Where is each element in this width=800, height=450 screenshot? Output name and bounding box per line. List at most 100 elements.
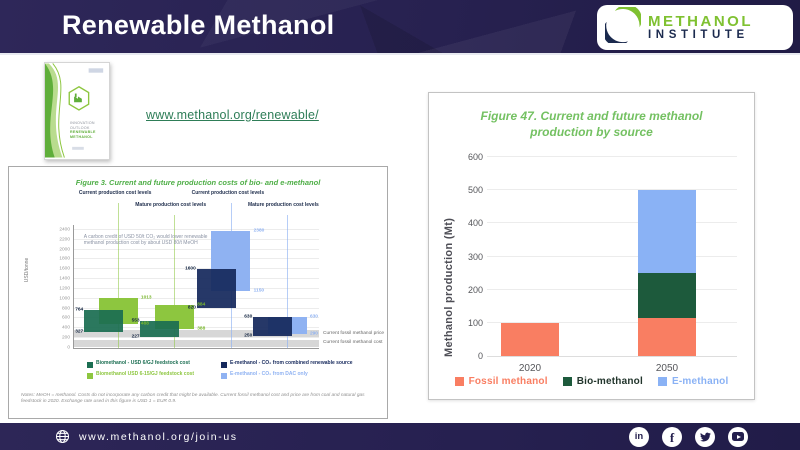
y-tick-label: 500 (467, 185, 483, 196)
report-cover-line1: INNOVATION OUTLOOK (70, 121, 95, 130)
bar-value-label: 290 (309, 331, 318, 337)
y-tick-label: 2000 (59, 247, 70, 253)
y-tick-label: 1800 (59, 256, 70, 262)
legend-item: E-methanol - CO₂ from DAC only (221, 371, 373, 379)
guide-line (287, 215, 289, 348)
gridline (74, 317, 319, 319)
legend-swatch (221, 373, 227, 379)
legend-swatch (87, 373, 93, 379)
figure47-panel: Figure 47. Current and future methanol p… (428, 92, 755, 400)
y-tick-label: 600 (61, 315, 70, 321)
group-header: Mature production cost levels (247, 202, 319, 208)
gridline (74, 238, 319, 240)
globe-icon (55, 429, 70, 444)
twitter-glyph (700, 432, 711, 441)
figure3-title: Figure 3. Current and future production … (75, 178, 321, 187)
figure47-title: Figure 47. Current and future methanol p… (480, 109, 703, 139)
bar-value-label: 327 (75, 329, 84, 335)
bar-value-label: 820 (187, 305, 196, 311)
gridline (487, 288, 737, 290)
logo-line-methanol: METHANOL (648, 12, 753, 30)
gridline (487, 255, 737, 257)
bar-segment-e-methanol (638, 190, 696, 274)
y-tick-label: 800 (61, 306, 70, 312)
x-category-label: 2020 (518, 363, 542, 374)
y-tick-label: 1200 (59, 286, 70, 292)
legend-swatch (87, 362, 93, 368)
range-bar-biomethanol-usd-6-gj-feedstock-cost (83, 310, 123, 332)
y-tick-label: 200 (467, 284, 483, 295)
bar-value-label: 630 (309, 314, 318, 320)
renewable-page-link[interactable]: www.methanol.org/renewable/ (146, 108, 319, 122)
linkedin-icon[interactable]: in (629, 426, 649, 447)
gridline (74, 307, 319, 309)
bar-value-label: 884 (197, 302, 206, 307)
y-tick-label: 0 (67, 345, 70, 351)
y-tick-label: 400 (467, 218, 483, 229)
y-tick-label: 1600 (59, 266, 70, 272)
range-bar-e-methanol-co-from-combined-renewable-source (252, 317, 293, 336)
gridline (487, 189, 737, 191)
legend-label: E-methanol - CO₂ from DAC only (230, 371, 308, 377)
legend-label: Biomethanol - USD 6/GJ feedstock cost (96, 360, 190, 366)
y-tick-label: 300 (467, 251, 483, 262)
bar-value-label: 553 (131, 318, 140, 324)
figure3-chart-area: 0 200 400 600 800 1000 1200 1400 1600 1800 2000 220… (59, 190, 384, 350)
gridline (74, 268, 319, 270)
figure47-legend: Fossil methanol Bio-methanol E-methanol (429, 376, 754, 387)
gridline (74, 327, 319, 329)
figure3-notes: Notes: MeOH = methanol. Costs do not inc… (21, 393, 365, 405)
facebook-glyph: f (669, 429, 675, 445)
legend-label: Biomethanol USD 6-15/GJ feedstock cost (96, 371, 195, 377)
facebook-icon[interactable]: f (662, 426, 682, 447)
y-tick-label: 400 (61, 325, 70, 331)
legend-item: Fossil methanol (454, 376, 548, 387)
bar-value-label: 250 (244, 333, 253, 339)
methanol-institute-logo: METHANOL INSTITUTE (597, 4, 793, 50)
legend-item: E-methanol (657, 376, 728, 387)
guide-line (174, 215, 176, 348)
gridline (487, 321, 737, 323)
gridline (487, 156, 737, 157)
legend-item: Biomethanol - USD 6/GJ feedstock cost (87, 360, 209, 368)
bar-segment-fossil-methanol (638, 317, 696, 356)
gridline (74, 258, 319, 260)
group-header: Current production cost levels (191, 190, 265, 196)
bar-segment-fossil-methanol (501, 322, 559, 356)
legend-item: E-methanol - CO₂ from combined renewable… (221, 360, 373, 368)
youtube-glyph (732, 432, 744, 441)
y-tick-label: 2400 (59, 227, 70, 233)
fossil-band (74, 329, 319, 338)
bar-value-label: 630 (244, 314, 253, 320)
legend-label: Fossil methanol (468, 376, 548, 387)
y-tick-label: 100 (467, 317, 483, 328)
fossil-band-label: Current fossil methanol cost (323, 340, 383, 346)
legend-swatch (657, 377, 667, 386)
y-tick-label: 600 (467, 152, 483, 162)
bar-value-label: 1600 (185, 266, 196, 272)
figure3-panel: Figure 3. Current and future production … (8, 166, 388, 419)
youtube-icon[interactable] (728, 426, 748, 447)
report-cover-line2: RENEWABLE METHANOL (70, 130, 96, 140)
bar-value-label: 2380 (253, 228, 265, 234)
legend-swatch (221, 362, 227, 368)
legend-swatch (454, 377, 464, 386)
y-tick-label: 1000 (59, 296, 70, 302)
group-header: Current production cost levels (78, 190, 152, 196)
legend-label: E-methanol - CO₂ from combined renewable… (230, 360, 353, 366)
carbon-credit-annotation: A carbon credit of USD 50/t CO₂ would lo… (83, 233, 208, 247)
gridline (74, 228, 319, 230)
bar-value-label: 388 (197, 326, 206, 332)
group-header: Mature production cost levels (135, 202, 207, 208)
bar-segment-bio-methanol (638, 273, 696, 318)
bar-value-label: 1013 (140, 295, 152, 301)
bar-value-label: 1150 (253, 288, 265, 294)
legend-item: Bio-methanol (562, 376, 643, 387)
twitter-icon[interactable] (695, 426, 715, 447)
bar-value-label: 764 (75, 307, 84, 313)
bar-value-label: 227 (131, 334, 140, 340)
legend-label: Bio-methanol (576, 376, 643, 387)
fossil-band (74, 339, 319, 348)
report-cover-caption: INNOVATION OUTLOOK RENEWABLE METHANOL (70, 121, 108, 140)
